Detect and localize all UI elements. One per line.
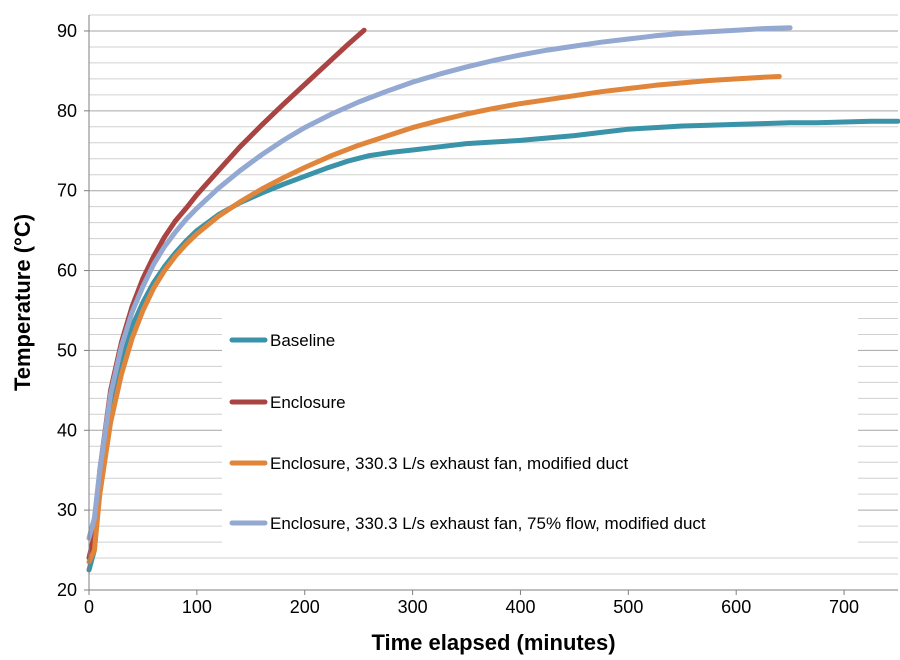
legend-label: Enclosure, 330.3 L/s exhaust fan, 75% fl…: [270, 514, 706, 533]
x-tick-labels: 0 100 200 300 400 500 600 700: [84, 590, 859, 617]
y-tick-label: 90: [57, 21, 77, 41]
y-tick-label: 40: [57, 420, 77, 440]
y-tick-label: 50: [57, 340, 77, 360]
series-layer: [86, 25, 900, 573]
x-tick-label: 200: [290, 597, 320, 617]
x-tick-label: 0: [84, 597, 94, 617]
x-tick-label: 100: [182, 597, 212, 617]
legend-box: [222, 310, 858, 555]
y-tick-label: 80: [57, 101, 77, 121]
y-tick-label: 60: [57, 261, 77, 281]
x-tick-label: 600: [721, 597, 751, 617]
y-tick-label: 20: [57, 580, 77, 600]
y-tick-label: 70: [57, 181, 77, 201]
series-line-4: [86, 25, 793, 541]
x-tick-label: 400: [505, 597, 535, 617]
y-tick-label: 30: [57, 500, 77, 520]
y-tick-labels: 20 30 40 50 60 70 80 90: [57, 21, 89, 600]
x-tick-label: 300: [398, 597, 428, 617]
series-line-1: [86, 118, 900, 573]
legend-label: Enclosure, 330.3 L/s exhaust fan, modifi…: [270, 454, 628, 473]
y-axis-title: Temperature (°C): [10, 214, 35, 391]
legend: Baseline Enclosure Enclosure, 330.3 L/s ex…: [222, 310, 858, 555]
legend-label: Enclosure: [270, 393, 346, 412]
series-line-3: [86, 74, 782, 565]
x-axis-title: Time elapsed (minutes): [371, 630, 615, 655]
legend-label: Baseline: [270, 331, 335, 350]
x-tick-label: 500: [613, 597, 643, 617]
x-tick-label: 700: [829, 597, 859, 617]
